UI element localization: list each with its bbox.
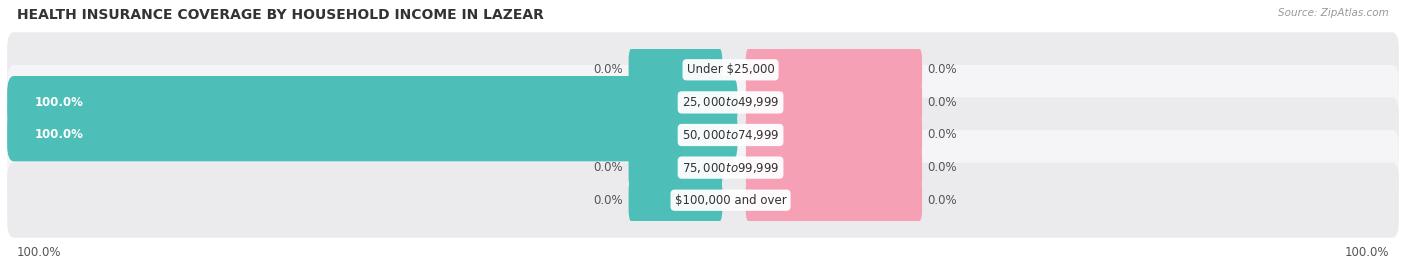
FancyBboxPatch shape xyxy=(628,47,723,93)
Text: 0.0%: 0.0% xyxy=(928,96,957,109)
Text: 0.0%: 0.0% xyxy=(593,63,623,76)
Text: Source: ZipAtlas.com: Source: ZipAtlas.com xyxy=(1278,8,1389,18)
Text: 0.0%: 0.0% xyxy=(593,161,623,174)
FancyBboxPatch shape xyxy=(628,144,723,191)
Text: HEALTH INSURANCE COVERAGE BY HOUSEHOLD INCOME IN LAZEAR: HEALTH INSURANCE COVERAGE BY HOUSEHOLD I… xyxy=(17,8,544,22)
FancyBboxPatch shape xyxy=(7,163,1399,238)
FancyBboxPatch shape xyxy=(7,130,1399,205)
Text: $25,000 to $49,999: $25,000 to $49,999 xyxy=(682,95,779,109)
Text: 100.0%: 100.0% xyxy=(1344,246,1389,259)
FancyBboxPatch shape xyxy=(7,76,738,129)
Text: Under $25,000: Under $25,000 xyxy=(686,63,775,76)
Text: 100.0%: 100.0% xyxy=(35,129,83,141)
FancyBboxPatch shape xyxy=(628,177,723,223)
Text: 100.0%: 100.0% xyxy=(17,246,62,259)
Text: 0.0%: 0.0% xyxy=(928,129,957,141)
FancyBboxPatch shape xyxy=(7,65,1399,140)
Text: $75,000 to $99,999: $75,000 to $99,999 xyxy=(682,161,779,175)
FancyBboxPatch shape xyxy=(7,109,738,161)
FancyBboxPatch shape xyxy=(745,177,922,223)
FancyBboxPatch shape xyxy=(7,32,1399,107)
Text: 0.0%: 0.0% xyxy=(928,63,957,76)
Text: $100,000 and over: $100,000 and over xyxy=(675,194,786,207)
Text: $50,000 to $74,999: $50,000 to $74,999 xyxy=(682,128,779,142)
FancyBboxPatch shape xyxy=(745,112,922,158)
FancyBboxPatch shape xyxy=(7,97,1399,173)
Text: 0.0%: 0.0% xyxy=(928,194,957,207)
Text: 0.0%: 0.0% xyxy=(928,161,957,174)
FancyBboxPatch shape xyxy=(745,144,922,191)
Text: 100.0%: 100.0% xyxy=(35,96,83,109)
FancyBboxPatch shape xyxy=(745,47,922,93)
Text: 0.0%: 0.0% xyxy=(593,194,623,207)
FancyBboxPatch shape xyxy=(745,79,922,126)
